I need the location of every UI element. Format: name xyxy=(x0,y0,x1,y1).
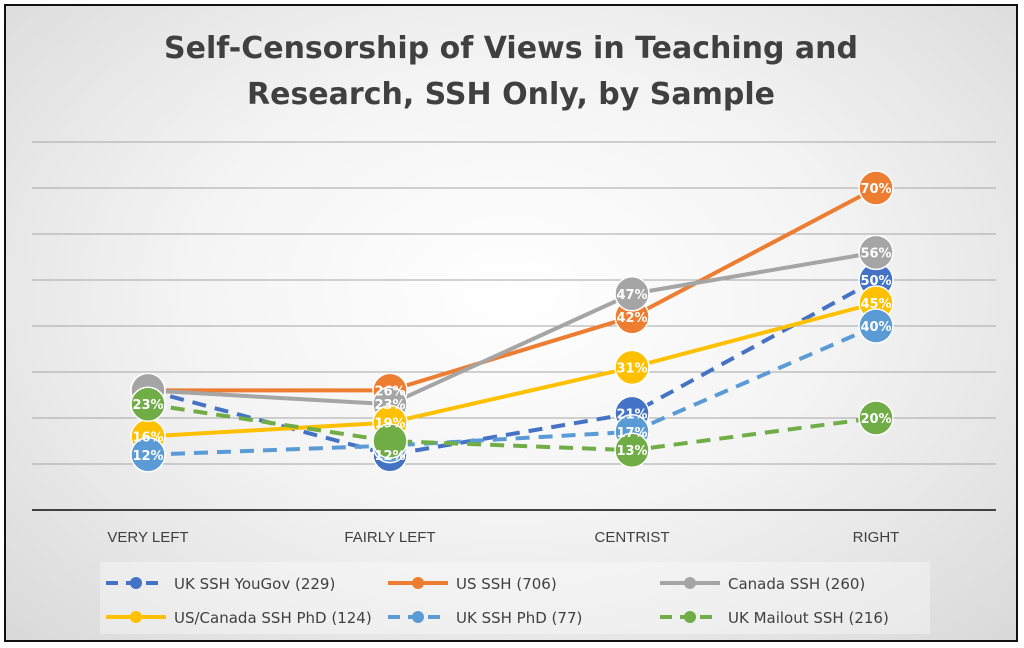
series-markers xyxy=(130,170,894,473)
legend-item: Canada SSH (260) xyxy=(660,575,865,593)
data-label: 16% xyxy=(132,430,163,445)
data-point xyxy=(858,308,894,344)
x-tick-label: CENTRIST xyxy=(595,529,670,546)
data-label: 45% xyxy=(860,297,891,312)
legend-item: UK SSH YouGov (229) xyxy=(106,575,335,593)
legend-item: US/Canada SSH PhD (124) xyxy=(106,609,372,627)
data-point xyxy=(372,423,408,459)
data-point xyxy=(130,386,166,422)
chart-title: Self-Censorship of Views in Teaching and… xyxy=(6,26,1016,118)
series-line xyxy=(147,250,877,407)
line-chart: VERY LEFT FAIRLY LEFT CENTRIST RIGHT 12% 21% 5… xyxy=(32,141,996,634)
x-tick-label: FAIRLY LEFT xyxy=(344,529,435,546)
data-label: 19% xyxy=(374,417,405,432)
data-point xyxy=(614,276,650,312)
data-point xyxy=(858,400,894,436)
data-label: 50% xyxy=(860,274,891,289)
data-label: 31% xyxy=(616,361,647,376)
legend-marker xyxy=(684,577,696,589)
legend-marker xyxy=(684,611,696,623)
chart-title-line-2: Research, SSH Only, by Sample xyxy=(247,77,775,112)
data-point xyxy=(614,432,650,468)
series-line xyxy=(148,186,877,393)
series-lines xyxy=(147,186,877,457)
legend-item: UK SSH PhD (77) xyxy=(388,609,582,627)
x-tick-label: VERY LEFT xyxy=(107,529,188,546)
data-label: 13% xyxy=(616,444,647,459)
gridlines xyxy=(32,141,996,465)
data-label: 23% xyxy=(374,398,405,413)
series-line xyxy=(147,402,877,453)
legend-item: UK Mailout SSH (216) xyxy=(660,609,889,627)
legend: UK SSH YouGov (229) US SSH (706) Canada SS… xyxy=(100,562,930,634)
legend-label: Canada SSH (260) xyxy=(728,575,865,593)
data-labels: 12% 21% 50% 26% 42% 70% 23% 47% 56% 16% 19% 31% 45% 1… xyxy=(132,182,891,464)
legend-marker xyxy=(412,611,424,623)
legend-label: US/Canada SSH PhD (124) xyxy=(174,609,372,627)
legend-label: UK Mailout SSH (216) xyxy=(728,609,889,627)
legend-marker xyxy=(130,611,142,623)
data-point xyxy=(858,234,894,271)
data-label: 26% xyxy=(374,384,405,399)
legend-marker xyxy=(412,577,424,589)
data-label: 47% xyxy=(616,288,647,303)
data-label: 17% xyxy=(616,426,647,441)
data-label: 56% xyxy=(860,246,891,261)
chart-frame: Self-Censorship of Views in Teaching and… xyxy=(4,4,1018,642)
legend-label: UK SSH YouGov (229) xyxy=(174,575,335,593)
data-point xyxy=(130,437,166,473)
data-label: 70% xyxy=(860,182,891,197)
data-label: 40% xyxy=(860,320,891,335)
legend-item: US SSH (706) xyxy=(388,575,557,593)
data-label: 42% xyxy=(616,311,647,326)
data-point xyxy=(614,349,650,386)
data-point xyxy=(858,170,894,206)
legend-box xyxy=(100,562,930,634)
data-label: 21% xyxy=(616,407,647,422)
x-tick-label: RIGHT xyxy=(853,529,900,546)
data-label: 23% xyxy=(132,398,163,413)
legend-label: UK SSH PhD (77) xyxy=(456,609,582,627)
data-label: 12% xyxy=(374,449,405,464)
legend-marker xyxy=(130,577,142,589)
series-line xyxy=(147,301,877,439)
data-label: 20% xyxy=(860,412,891,427)
data-label: 12% xyxy=(132,449,163,464)
series-line xyxy=(147,324,877,457)
legend-label: US SSH (706) xyxy=(456,575,557,593)
chart-title-line-1: Self-Censorship of Views in Teaching and xyxy=(164,31,858,66)
